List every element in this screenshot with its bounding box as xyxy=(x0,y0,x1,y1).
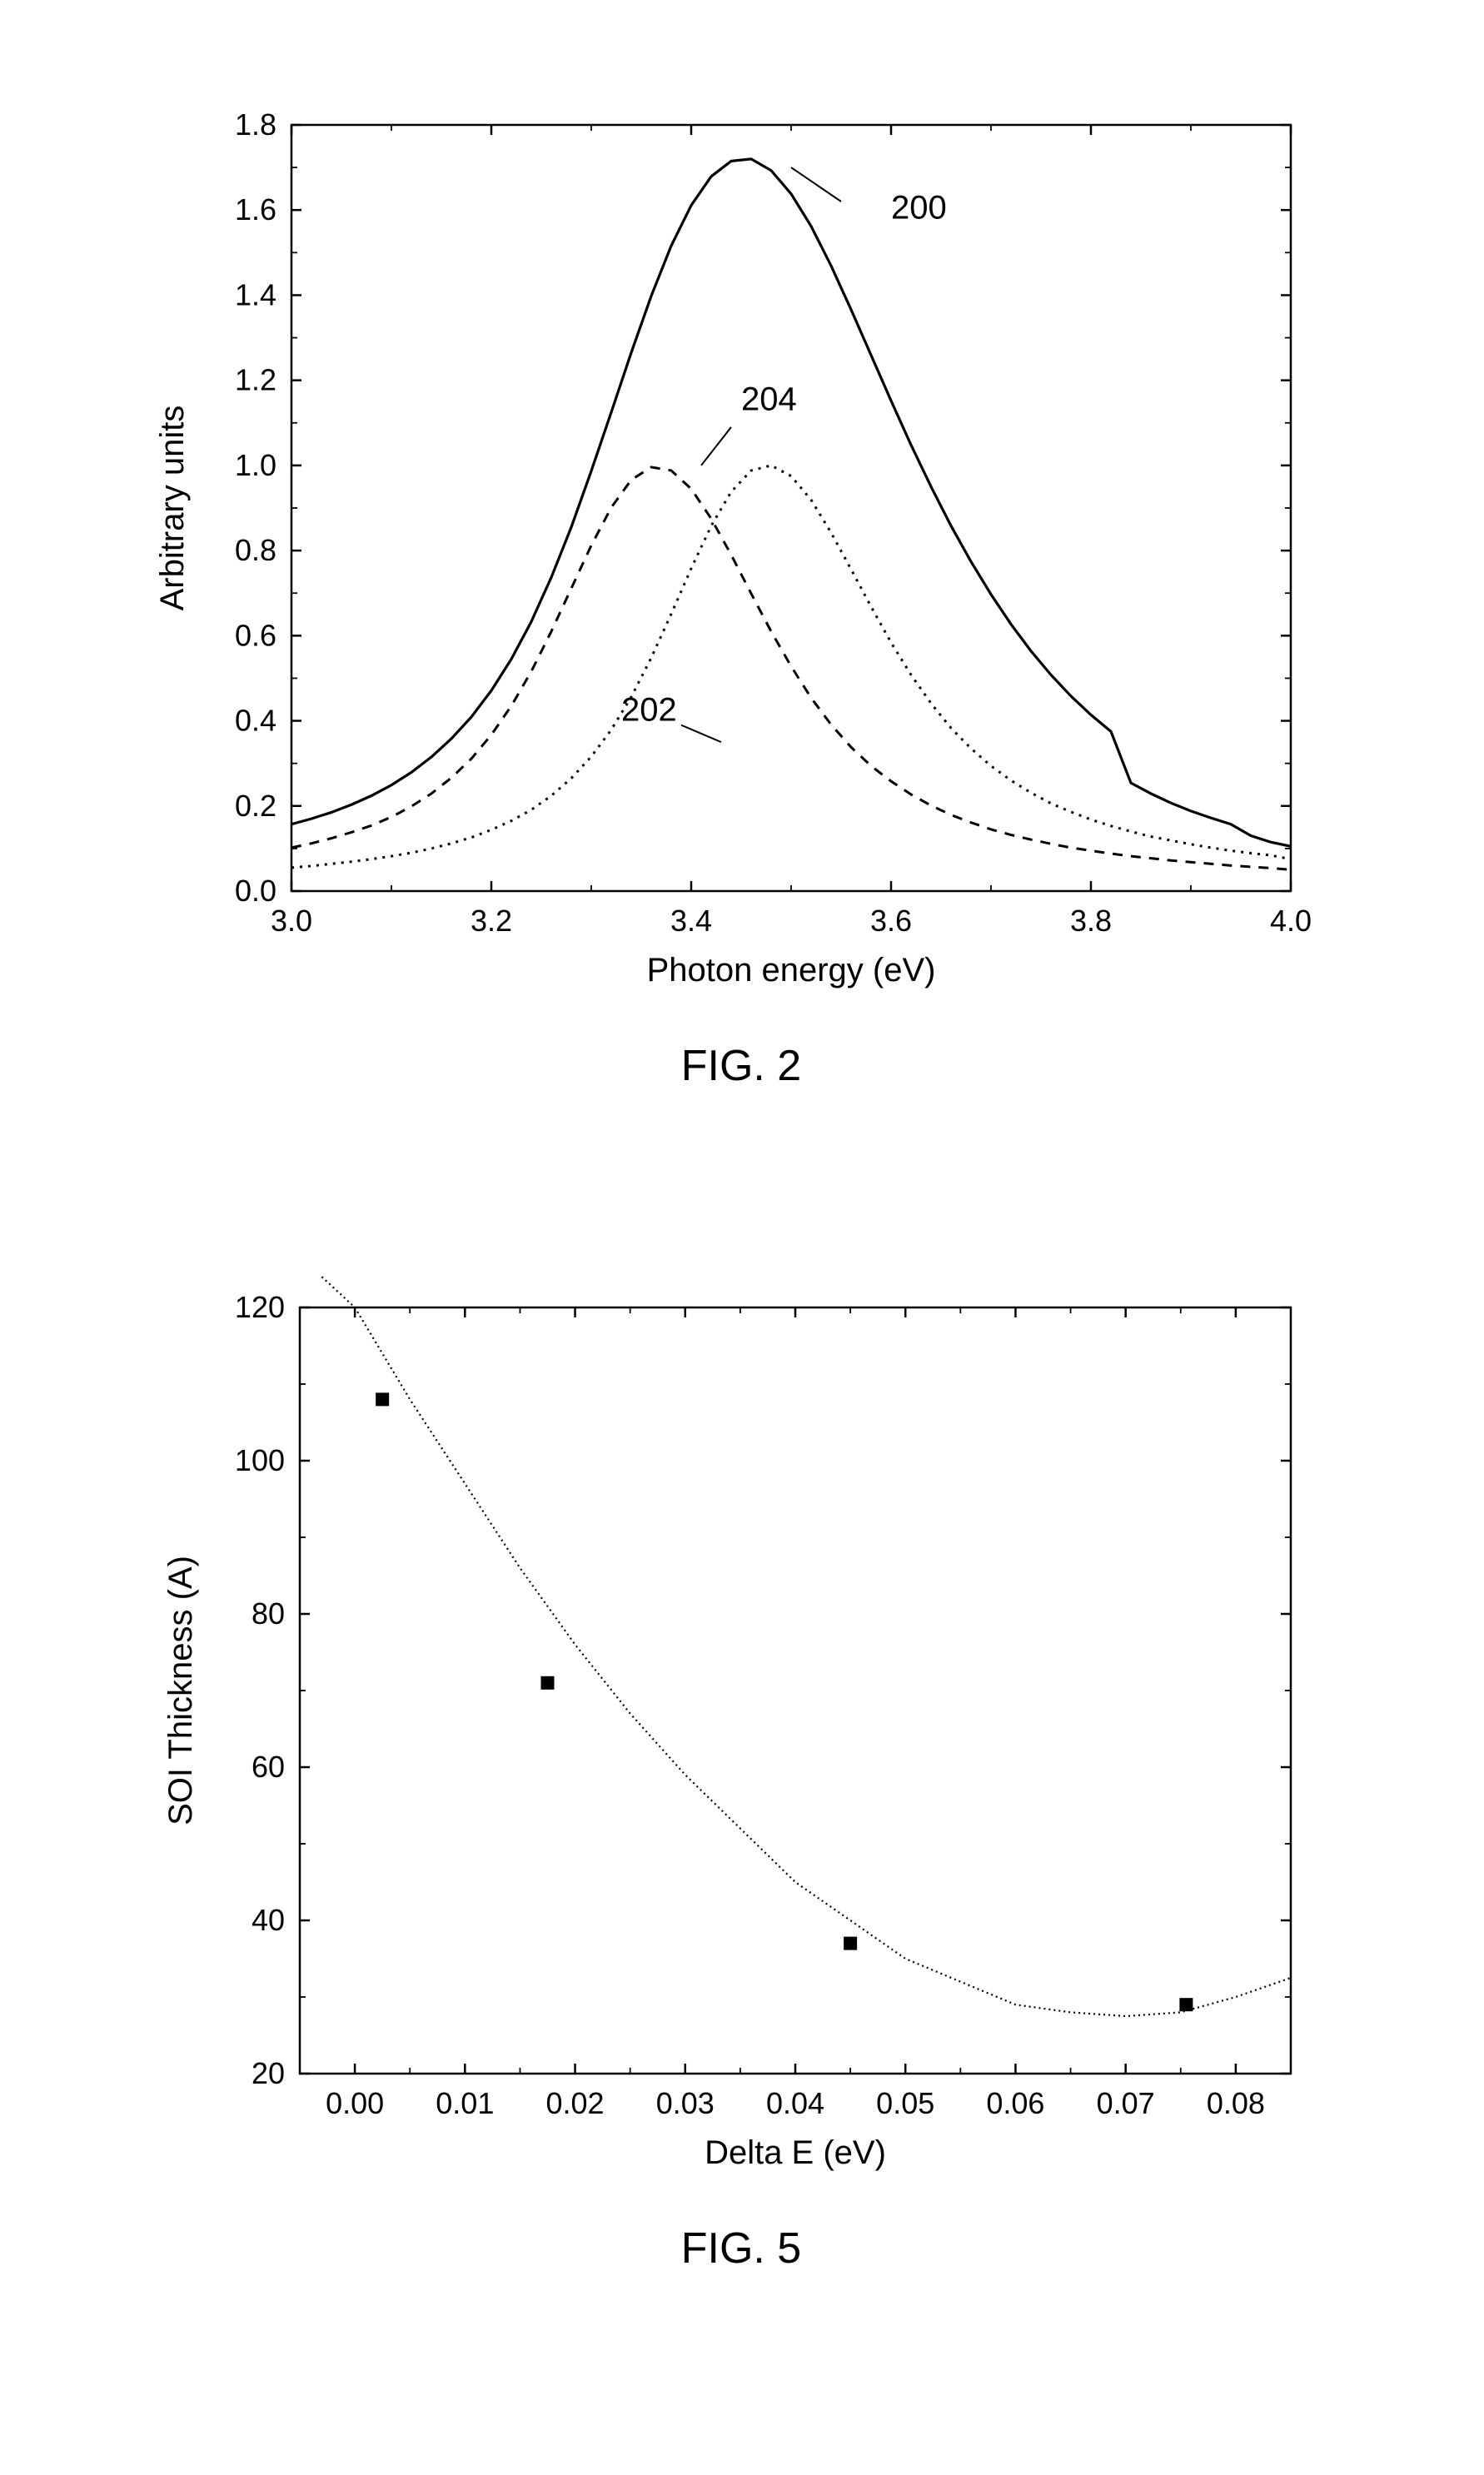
figure-5-container: 0.00 0.01 0.02 0.03 0.04 0.05 0.06 0.07 0.08 20 40… xyxy=(133,1274,1349,2273)
svg-text:3.2: 3.2 xyxy=(471,904,512,938)
figure-5-chart: 0.00 0.01 0.02 0.03 0.04 0.05 0.06 0.07 0.08 20 40… xyxy=(133,1274,1349,2207)
svg-text:0.06: 0.06 xyxy=(986,2086,1044,2120)
svg-text:0.05: 0.05 xyxy=(876,2086,934,2120)
svg-text:0.07: 0.07 xyxy=(1097,2086,1155,2120)
svg-text:4.0: 4.0 xyxy=(1270,904,1312,938)
svg-text:0.8: 0.8 xyxy=(235,533,276,567)
figure-5-caption: FIG. 5 xyxy=(133,2224,1349,2273)
svg-text:0.03: 0.03 xyxy=(656,2086,715,2120)
svg-text:0.6: 0.6 xyxy=(235,618,276,652)
svg-text:3.0: 3.0 xyxy=(271,904,312,938)
svg-text:0.01: 0.01 xyxy=(436,2086,494,2120)
svg-text:0.08: 0.08 xyxy=(1207,2086,1265,2120)
figure-2-container: 3.0 3.2 3.4 3.6 3.8 4.0 0.0 0.2 0.4 0.6 0.8 1.0 1.2 1… xyxy=(133,92,1349,1091)
svg-text:1.0: 1.0 xyxy=(235,448,276,482)
svg-text:60: 60 xyxy=(251,1750,285,1784)
svg-text:80: 80 xyxy=(251,1596,285,1631)
svg-text:200: 200 xyxy=(891,189,947,226)
svg-text:Delta E (eV): Delta E (eV) xyxy=(705,2134,886,2171)
svg-text:202: 202 xyxy=(621,692,677,729)
svg-text:Arbitrary units: Arbitrary units xyxy=(154,406,191,611)
svg-text:3.6: 3.6 xyxy=(870,904,912,938)
svg-text:0.0: 0.0 xyxy=(235,874,276,908)
figure-2-caption: FIG. 2 xyxy=(133,1041,1349,1091)
svg-text:20: 20 xyxy=(251,2056,285,2090)
svg-text:1.2: 1.2 xyxy=(235,363,276,397)
svg-text:40: 40 xyxy=(251,1903,285,1937)
svg-text:204: 204 xyxy=(741,381,797,417)
svg-text:1.6: 1.6 xyxy=(235,192,276,227)
svg-text:Photon energy (eV): Photon energy (eV) xyxy=(647,952,936,989)
svg-text:0.02: 0.02 xyxy=(546,2086,605,2120)
svg-text:0.00: 0.00 xyxy=(326,2086,384,2120)
svg-text:SOI Thickness (A): SOI Thickness (A) xyxy=(162,1556,199,1825)
figure-2-chart: 3.0 3.2 3.4 3.6 3.8 4.0 0.0 0.2 0.4 0.6 0.8 1.0 1.2 1… xyxy=(133,92,1349,1024)
svg-text:0.04: 0.04 xyxy=(766,2086,824,2120)
svg-text:0.4: 0.4 xyxy=(235,704,276,738)
svg-text:1.8: 1.8 xyxy=(235,107,276,142)
svg-text:3.8: 3.8 xyxy=(1070,904,1112,938)
svg-text:0.2: 0.2 xyxy=(235,789,276,823)
svg-text:1.4: 1.4 xyxy=(235,277,276,311)
svg-text:100: 100 xyxy=(235,1443,285,1477)
svg-text:3.4: 3.4 xyxy=(670,904,712,938)
svg-text:120: 120 xyxy=(235,1290,285,1324)
